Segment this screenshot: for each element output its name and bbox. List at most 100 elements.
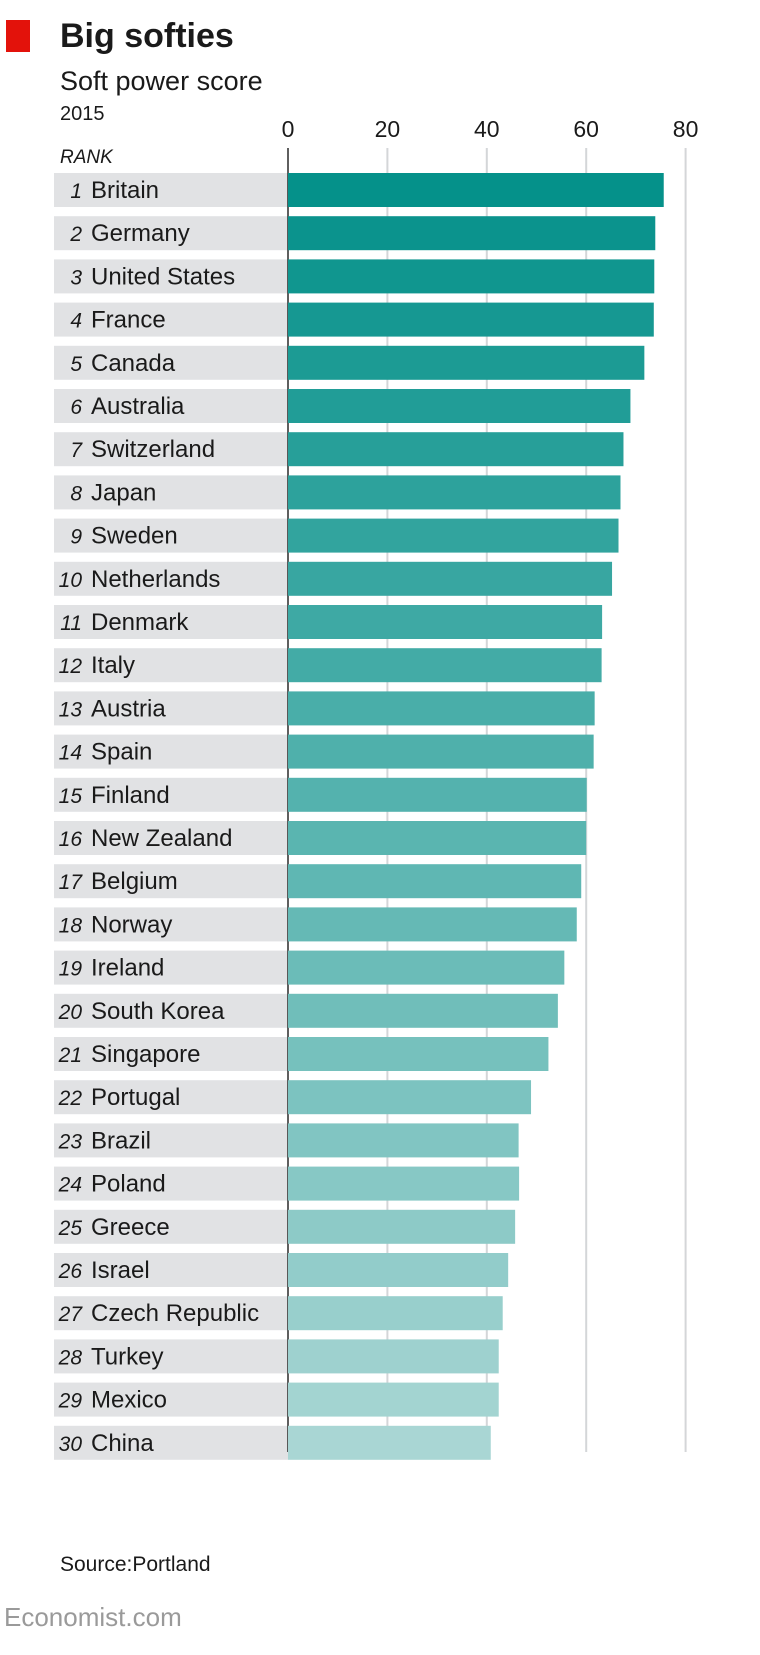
row-labels: 1 Britain 2 Germany 3 United States 4 France 5 Ca… (58, 177, 259, 1457)
label-band (54, 950, 288, 985)
rank-label: 9 (70, 526, 82, 549)
rank-label: 3 (70, 266, 82, 289)
label-band (54, 1123, 288, 1158)
country-label: Denmark (91, 609, 189, 636)
rank-label: 21 (58, 1044, 82, 1067)
bar-italy (288, 648, 602, 683)
label-band (54, 821, 288, 855)
bar-japan (288, 475, 621, 510)
bar-south-korea (288, 993, 558, 1028)
country-label: Britain (91, 177, 159, 204)
rank-label: 24 (58, 1174, 82, 1197)
tick-labels: 0 20 40 60 80 (282, 116, 699, 142)
country-label: New Zealand (91, 825, 232, 852)
chart-year: 2015 (60, 103, 105, 125)
accent-tag (6, 20, 30, 52)
label-band (54, 216, 288, 251)
label-band (54, 1425, 288, 1460)
bar-chart: 0 20 40 60 80 1 Britain 2 Germany 3 United States… (54, 116, 699, 1460)
label-band (54, 259, 288, 294)
rank-label: 29 (58, 1390, 83, 1413)
label-band (54, 777, 288, 812)
label-band (54, 475, 288, 510)
country-label: Norway (91, 911, 172, 938)
label-band (54, 345, 288, 380)
tick-label: 60 (573, 116, 599, 142)
rank-label: 27 (58, 1303, 84, 1326)
rank-label: 22 (58, 1087, 83, 1110)
rank-label: 8 (70, 482, 82, 505)
rank-label: 20 (58, 1001, 83, 1024)
bar-brazil (288, 1123, 519, 1158)
publisher-credit: Economist.com (4, 1602, 182, 1632)
bar-netherlands (288, 561, 613, 596)
country-label: Brazil (91, 1127, 151, 1154)
country-label: Belgium (91, 868, 178, 895)
rank-label: 14 (59, 742, 82, 765)
country-label: Germany (91, 220, 190, 247)
country-label: Canada (91, 350, 176, 377)
country-label: Italy (91, 652, 135, 679)
country-label: Singapore (91, 1041, 200, 1068)
bar-sweden (288, 518, 619, 553)
label-band (54, 993, 288, 1028)
country-label: Japan (91, 479, 156, 506)
rank-label: 10 (59, 569, 83, 592)
chart-title: Big softies (60, 17, 234, 55)
country-label: Czech Republic (91, 1300, 259, 1327)
bar-united-states (288, 259, 655, 294)
source-note: Source:Portland (60, 1553, 211, 1576)
rank-label: 6 (70, 396, 82, 419)
bars (288, 173, 664, 1460)
rank-label: 17 (59, 871, 84, 894)
rank-label: 19 (59, 958, 83, 981)
bar-austria (288, 691, 595, 726)
rank-label: 1 (70, 180, 82, 203)
rank-column-header: RANK (60, 147, 113, 168)
bar-canada (288, 345, 645, 380)
label-band (54, 907, 288, 942)
bar-ireland (288, 950, 565, 985)
bar-new-zealand (288, 821, 587, 855)
rank-label: 12 (59, 655, 83, 678)
bar-czech-republic (288, 1296, 503, 1331)
label-band (54, 605, 288, 639)
label-band (54, 1037, 288, 1071)
label-band (54, 1209, 288, 1244)
country-label: United States (91, 263, 235, 290)
country-label: Turkey (91, 1343, 163, 1370)
label-band (54, 734, 288, 769)
label-band (54, 1339, 288, 1374)
country-label: Greece (91, 1214, 170, 1241)
country-label: Portugal (91, 1084, 180, 1111)
tick-label: 80 (673, 116, 699, 142)
bar-denmark (288, 605, 603, 639)
bar-france (288, 302, 654, 337)
tick-label: 0 (282, 116, 295, 142)
label-band (54, 691, 288, 726)
country-label: France (91, 307, 166, 334)
bar-turkey (288, 1339, 499, 1374)
bar-spain (288, 734, 594, 769)
label-bands (54, 173, 288, 1460)
label-band (54, 518, 288, 553)
rank-label: 30 (59, 1433, 83, 1456)
bar-belgium (288, 864, 582, 899)
rank-label: 16 (59, 828, 83, 851)
country-label: Netherlands (91, 566, 220, 593)
tick-label: 40 (474, 116, 500, 142)
bar-britain (288, 173, 664, 207)
label-band (54, 561, 288, 596)
label-band (54, 1382, 288, 1417)
bar-mexico (288, 1382, 499, 1417)
rank-label: 5 (70, 353, 82, 376)
country-label: Finland (91, 782, 170, 809)
rank-label: 13 (59, 698, 83, 721)
country-label: Australia (91, 393, 185, 420)
bar-germany (288, 216, 656, 251)
country-label: South Korea (91, 998, 225, 1025)
country-label: Switzerland (91, 436, 215, 463)
country-label: Sweden (91, 523, 178, 550)
rank-label: 7 (70, 439, 83, 462)
bar-norway (288, 907, 577, 942)
